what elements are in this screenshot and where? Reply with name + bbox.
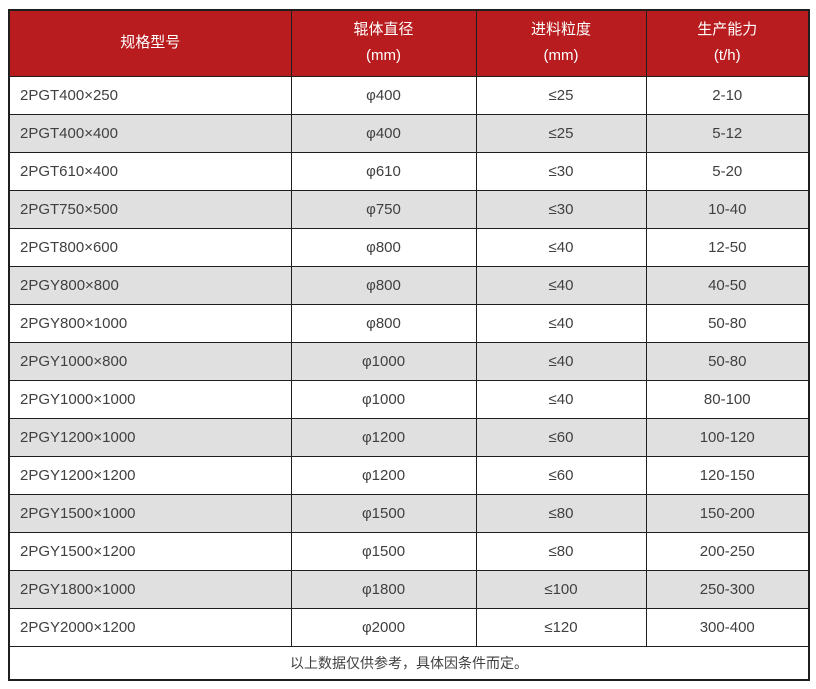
cell-model: 2PGT750×500 — [8, 189, 292, 229]
cell-feed_size: ≤30 — [475, 189, 647, 229]
cell-capacity: 50-80 — [645, 341, 810, 381]
table-row: 2PGT800×600 φ800 ≤40 12-50 — [8, 227, 810, 267]
spec-table: 规格型号 辊体直径 (mm) 进料粒度 (mm) 生产能力 (t/h) 2PGT… — [8, 9, 810, 681]
cell-capacity: 12-50 — [645, 227, 810, 267]
header-label-feed-size: 进料粒度 — [530, 21, 591, 39]
cell-capacity: 250-300 — [645, 569, 810, 609]
cell-diameter: φ1200 — [290, 417, 477, 457]
table-row: 2PGY1200×1200 φ1200 ≤60 120-150 — [8, 455, 810, 495]
cell-model: 2PGT610×400 — [8, 151, 292, 191]
cell-diameter: φ1200 — [290, 455, 477, 495]
cell-feed_size: ≤40 — [475, 265, 647, 305]
cell-model: 2PGY800×800 — [8, 265, 292, 305]
cell-model: 2PGY1500×1000 — [8, 493, 292, 533]
table-row: 2PGY1500×1000 φ1500 ≤80 150-200 — [8, 493, 810, 533]
cell-diameter: φ610 — [290, 151, 477, 191]
cell-capacity: 300-400 — [645, 607, 810, 647]
cell-capacity: 120-150 — [645, 455, 810, 495]
table-row: 2PGY1200×1000 φ1200 ≤60 100-120 — [8, 417, 810, 457]
cell-feed_size: ≤80 — [475, 531, 647, 571]
cell-capacity: 5-12 — [645, 113, 810, 153]
table-footnote: 以上数据仅供参考，具体因条件而定。 — [8, 645, 810, 681]
header-label-diameter: 辊体直径 — [353, 21, 414, 39]
cell-diameter: φ400 — [290, 113, 477, 153]
header-label-capacity: 生产能力 — [697, 21, 758, 39]
cell-capacity: 150-200 — [645, 493, 810, 533]
table-row: 2PGY1000×800 φ1000 ≤40 50-80 — [8, 341, 810, 381]
cell-model: 2PGY1200×1200 — [8, 455, 292, 495]
table-body: 2PGT400×250 φ400 ≤25 2-10 2PGT400×400 φ400 ≤25… — [8, 75, 810, 647]
cell-model: 2PGY1000×1000 — [8, 379, 292, 419]
cell-capacity: 10-40 — [645, 189, 810, 229]
table-row: 2PGT610×400 φ610 ≤30 5-20 — [8, 151, 810, 191]
cell-diameter: φ2000 — [290, 607, 477, 647]
cell-feed_size: ≤40 — [475, 379, 647, 419]
cell-model: 2PGY1000×800 — [8, 341, 292, 381]
header-label-model: 规格型号 — [120, 34, 181, 52]
table-footer: 以上数据仅供参考，具体因条件而定。 — [8, 645, 810, 681]
table-row: 2PGY1800×1000 φ1800 ≤100 250-300 — [8, 569, 810, 609]
cell-feed_size: ≤40 — [475, 227, 647, 267]
cell-diameter: φ750 — [290, 189, 477, 229]
cell-capacity: 80-100 — [645, 379, 810, 419]
cell-model: 2PGT800×600 — [8, 227, 292, 267]
cell-model: 2PGY2000×1200 — [8, 607, 292, 647]
footnote-row: 以上数据仅供参考，具体因条件而定。 — [8, 645, 810, 681]
cell-diameter: φ800 — [290, 303, 477, 343]
table-row: 2PGY1500×1200 φ1500 ≤80 200-250 — [8, 531, 810, 571]
cell-feed_size: ≤40 — [475, 303, 647, 343]
cell-model: 2PGY1200×1000 — [8, 417, 292, 457]
header-unit-feed-size: (mm) — [543, 47, 579, 65]
cell-feed_size: ≤25 — [475, 75, 647, 115]
header-cell-capacity: 生产能力 (t/h) — [645, 9, 810, 77]
cell-diameter: φ1500 — [290, 493, 477, 533]
cell-feed_size: ≤60 — [475, 455, 647, 495]
cell-capacity: 100-120 — [645, 417, 810, 457]
cell-diameter: φ1000 — [290, 341, 477, 381]
cell-capacity: 40-50 — [645, 265, 810, 305]
cell-diameter: φ1000 — [290, 379, 477, 419]
cell-capacity: 5-20 — [645, 151, 810, 191]
table-row: 2PGY2000×1200 φ2000 ≤120 300-400 — [8, 607, 810, 647]
cell-feed_size: ≤100 — [475, 569, 647, 609]
cell-feed_size: ≤80 — [475, 493, 647, 533]
cell-feed_size: ≤25 — [475, 113, 647, 153]
table-row: 2PGT400×250 φ400 ≤25 2-10 — [8, 75, 810, 115]
cell-capacity: 2-10 — [645, 75, 810, 115]
table-row: 2PGT400×400 φ400 ≤25 5-12 — [8, 113, 810, 153]
header-cell-diameter: 辊体直径 (mm) — [290, 9, 477, 77]
table-row: 2PGY800×800 φ800 ≤40 40-50 — [8, 265, 810, 305]
cell-diameter: φ400 — [290, 75, 477, 115]
cell-feed_size: ≤120 — [475, 607, 647, 647]
header-unit-capacity: (t/h) — [713, 47, 741, 65]
table-row: 2PGY800×1000 φ800 ≤40 50-80 — [8, 303, 810, 343]
cell-feed_size: ≤30 — [475, 151, 647, 191]
cell-model: 2PGT400×250 — [8, 75, 292, 115]
header-cell-feed-size: 进料粒度 (mm) — [475, 9, 647, 77]
cell-diameter: φ800 — [290, 227, 477, 267]
cell-feed_size: ≤40 — [475, 341, 647, 381]
cell-diameter: φ1500 — [290, 531, 477, 571]
cell-feed_size: ≤60 — [475, 417, 647, 457]
table-row: 2PGT750×500 φ750 ≤30 10-40 — [8, 189, 810, 229]
cell-diameter: φ800 — [290, 265, 477, 305]
header-cell-model: 规格型号 — [8, 9, 292, 77]
table-row: 2PGY1000×1000 φ1000 ≤40 80-100 — [8, 379, 810, 419]
header-row: 规格型号 辊体直径 (mm) 进料粒度 (mm) 生产能力 (t/h) — [8, 9, 810, 77]
cell-model: 2PGY1500×1200 — [8, 531, 292, 571]
cell-diameter: φ1800 — [290, 569, 477, 609]
table-header: 规格型号 辊体直径 (mm) 进料粒度 (mm) 生产能力 (t/h) — [8, 9, 810, 77]
cell-capacity: 200-250 — [645, 531, 810, 571]
cell-model: 2PGY1800×1000 — [8, 569, 292, 609]
header-unit-diameter: (mm) — [366, 47, 401, 65]
cell-model: 2PGT400×400 — [8, 113, 292, 153]
cell-model: 2PGY800×1000 — [8, 303, 292, 343]
cell-capacity: 50-80 — [645, 303, 810, 343]
